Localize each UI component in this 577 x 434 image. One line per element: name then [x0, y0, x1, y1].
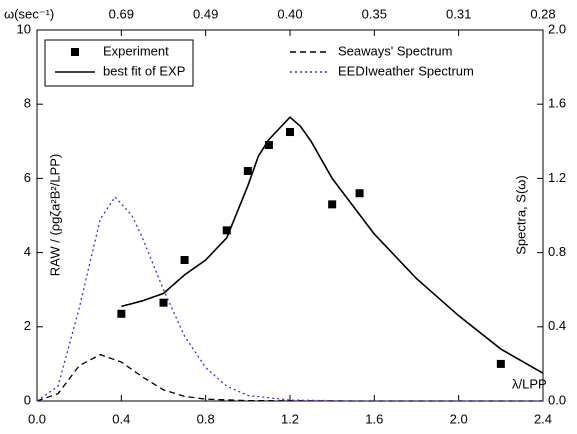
x2-tick-label: 0.35	[362, 6, 387, 21]
x2-tick-label: 0.69	[109, 6, 134, 21]
y2-tick-label: 1.6	[548, 96, 566, 111]
y2-axis-label: Spectra, S(ω)	[513, 175, 528, 255]
x2-tick-label: 0.49	[193, 6, 218, 21]
y-tick-label: 6	[24, 170, 31, 185]
marker	[159, 298, 168, 307]
x2-tick-label: 0.40	[277, 6, 302, 21]
x-tick-label: 2.4	[534, 411, 552, 426]
x2-axis-label: ω(sec⁻¹)	[4, 6, 54, 21]
marker	[328, 200, 337, 209]
y-tick-label: 10	[17, 21, 31, 36]
legend-label: EEDIweather Spectrum	[338, 63, 474, 78]
x-tick-label: 2.0	[450, 411, 468, 426]
y2-tick-label: 1.2	[548, 170, 566, 185]
x-tick-label: 0.8	[197, 411, 215, 426]
x-axis-label: λ/LPP	[512, 376, 547, 391]
marker	[264, 141, 273, 150]
legend-box	[44, 39, 194, 87]
y-tick-label: 4	[24, 244, 31, 259]
x-tick-label: 0.4	[112, 411, 130, 426]
x2-tick-label: 0.31	[446, 6, 471, 21]
x-tick-label: 1.6	[365, 411, 383, 426]
y-tick-label: 0	[24, 392, 31, 407]
marker	[243, 166, 252, 175]
y2-tick-label: 0.0	[548, 392, 566, 407]
marker	[496, 359, 505, 368]
series-line	[121, 116, 544, 374]
y2-tick-label: 2.0	[548, 21, 566, 36]
marker	[180, 256, 189, 265]
y2-tick-label: 0.8	[548, 244, 566, 259]
legend-label: Seaways' Spectrum	[338, 43, 452, 58]
marker	[355, 189, 364, 198]
marker	[222, 226, 231, 235]
y-tick-label: 8	[24, 96, 31, 111]
legend-marker	[71, 48, 79, 56]
x-tick-label: 0.0	[28, 411, 46, 426]
marker	[286, 128, 294, 137]
marker	[117, 309, 126, 318]
x2-tick-label: 0.28	[530, 6, 555, 21]
legend-label: Experiment	[103, 43, 169, 58]
y2-tick-label: 0.4	[548, 318, 566, 333]
y-axis-label: RAW / (ρgζa²B²/LPP)	[47, 154, 62, 276]
y-tick-label: 2	[24, 318, 31, 333]
legend-label: best fit of EXP	[103, 63, 185, 78]
series-line	[36, 195, 543, 402]
series-line	[36, 353, 543, 402]
x-tick-label: 1.2	[281, 411, 299, 426]
